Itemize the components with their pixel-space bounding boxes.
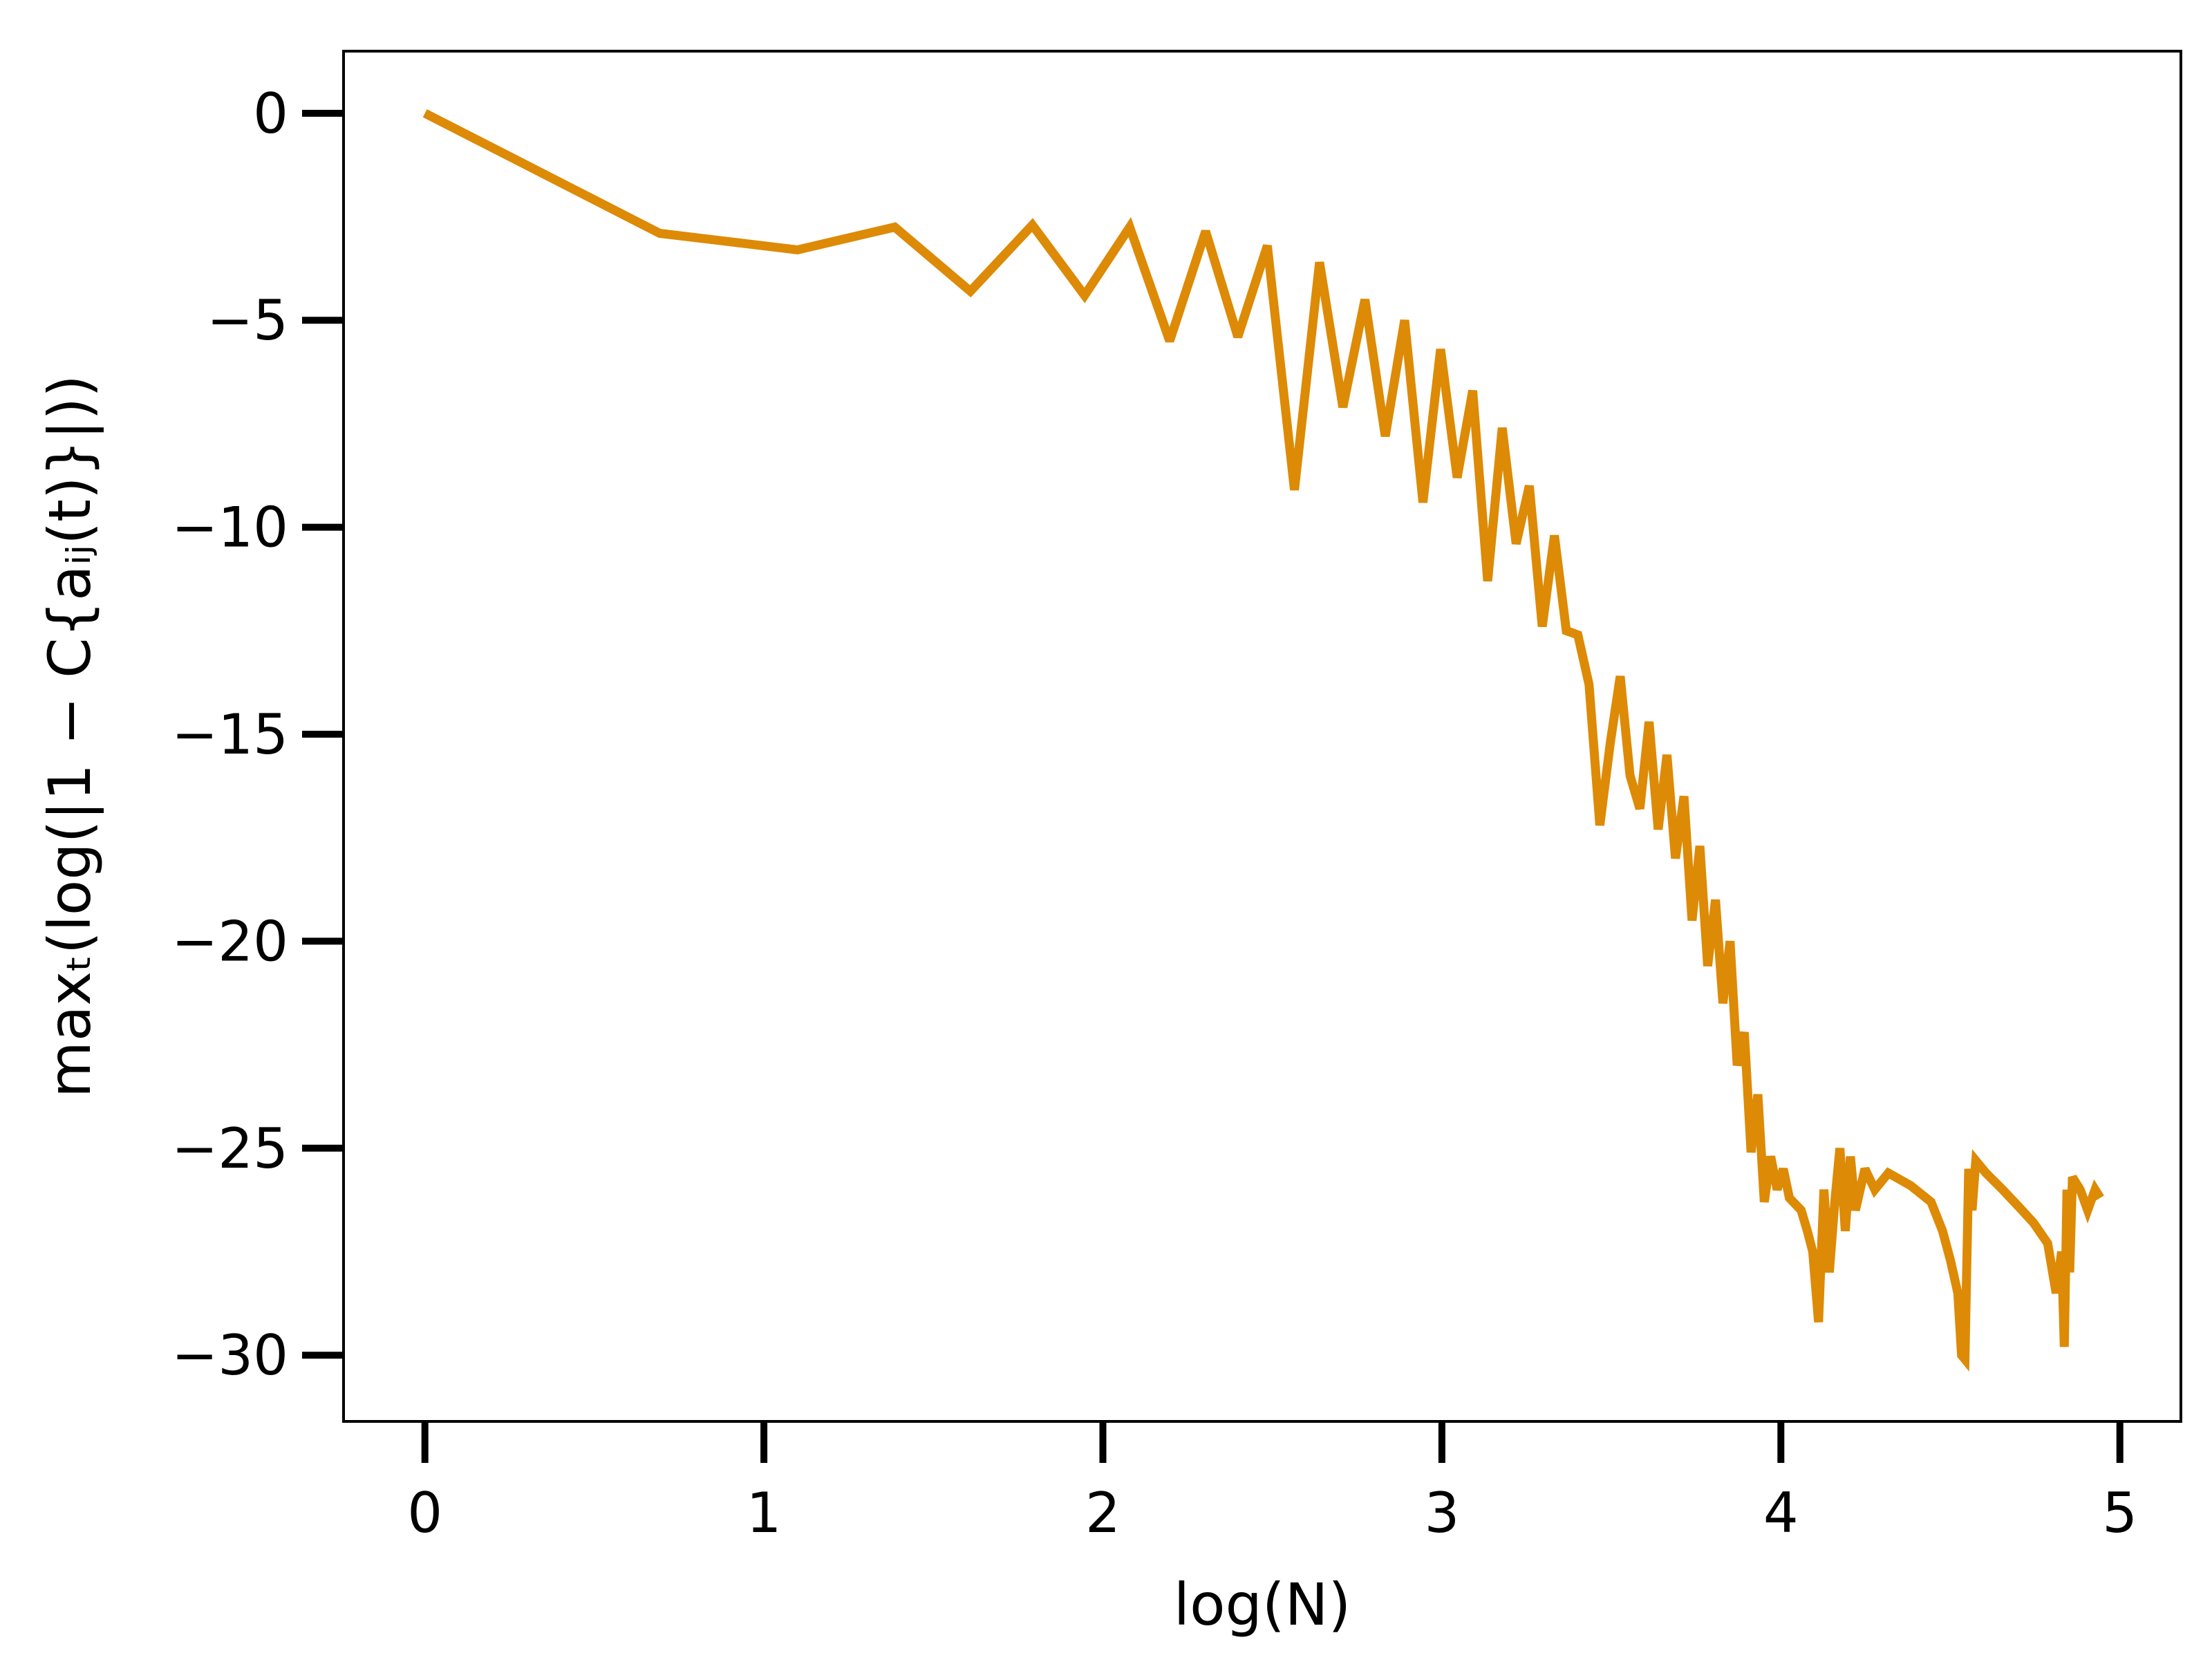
y-tick-label: −25	[171, 1117, 288, 1181]
y-tick-label: −5	[207, 288, 288, 353]
y-tick-label: −20	[171, 909, 288, 973]
y-tick-label: 0	[253, 82, 288, 146]
x-tick-label: 1	[747, 1481, 782, 1545]
x-tick-label: 4	[1763, 1481, 1799, 1545]
x-axis-label: log(N)	[1174, 1571, 1351, 1638]
x-tick-label: 3	[1424, 1481, 1459, 1545]
data-line	[422, 109, 2104, 1372]
y-tick-label: −15	[171, 702, 288, 767]
y-tick-label: −10	[171, 496, 288, 560]
y-tick-label: −30	[171, 1323, 288, 1388]
plot-frame	[342, 50, 2182, 1423]
x-tick-label: 2	[1085, 1481, 1121, 1545]
x-tick-label: 5	[2102, 1481, 2137, 1545]
y-axis-label: maxₜ(log(|1 − C{aᵢⱼ(t)}|))	[36, 375, 104, 1098]
x-tick-label: 0	[407, 1481, 442, 1545]
